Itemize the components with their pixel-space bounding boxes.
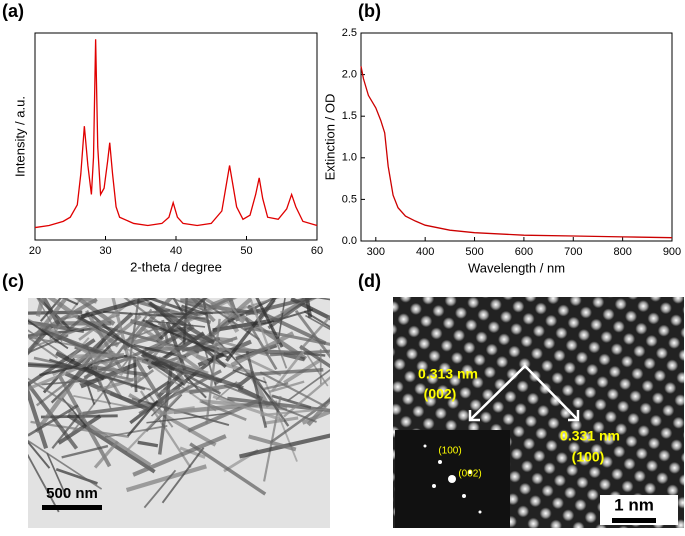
scale-label: 500 nm (46, 485, 98, 502)
data-line (35, 39, 317, 227)
x-tick-label: 300 (367, 246, 385, 258)
panel-label: (b) (358, 1, 381, 21)
x-tick-label: 40 (170, 245, 182, 257)
y-axis-label: Intensity / a.u. (12, 96, 27, 177)
data-line (361, 66, 672, 237)
nanorod (69, 355, 124, 357)
annotation: 0.331 nm (560, 428, 620, 444)
plot-frame (35, 33, 317, 240)
annotation: (100) (572, 449, 605, 465)
x-tick-label: 50 (240, 245, 252, 257)
x-tick-label: 400 (416, 246, 434, 258)
x-tick-label: 900 (663, 246, 681, 258)
inset-label: (100) (438, 446, 461, 457)
annotation: (002) (424, 386, 457, 402)
x-axis-label: Wavelength / nm (468, 260, 565, 275)
plot-frame (361, 33, 672, 241)
x-tick-label: 500 (465, 246, 483, 258)
x-tick-label: 30 (99, 245, 111, 257)
y-tick-label: 2.0 (342, 69, 357, 81)
x-axis-label: 2-theta / degree (130, 259, 222, 274)
hrtem-image (393, 297, 684, 528)
x-tick-label: 600 (515, 246, 533, 258)
panel-label: (a) (2, 1, 24, 21)
x-tick-label: 60 (311, 245, 323, 257)
scale-bar (42, 505, 102, 510)
y-tick-label: 1.0 (342, 152, 357, 164)
y-tick-label: 0.0 (342, 235, 357, 247)
y-tick-label: 2.5 (342, 27, 357, 39)
scale-label: 1 nm (614, 495, 654, 514)
panel-label: (d) (358, 271, 381, 291)
x-tick-label: 20 (29, 245, 41, 257)
y-tick-label: 0.5 (342, 193, 357, 205)
annotation: 0.313 nm (418, 366, 478, 382)
panel-label: (c) (2, 271, 24, 291)
x-tick-label: 700 (564, 246, 582, 258)
y-tick-label: 1.5 (342, 110, 357, 122)
inset-label: (002) (458, 469, 481, 480)
y-axis-label: Extinction / OD (322, 94, 337, 181)
x-tick-label: 800 (613, 246, 631, 258)
